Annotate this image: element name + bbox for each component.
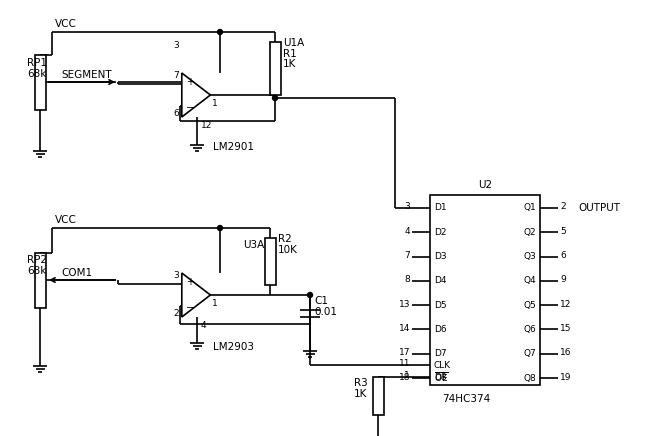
- Text: D6: D6: [434, 325, 446, 334]
- Text: R2: R2: [278, 234, 292, 244]
- Circle shape: [273, 95, 278, 101]
- Text: COM1: COM1: [61, 268, 92, 278]
- Text: −: −: [186, 303, 194, 313]
- Text: C1: C1: [314, 296, 328, 306]
- Text: 4: 4: [201, 320, 207, 330]
- Text: 1: 1: [213, 99, 218, 108]
- Text: R3: R3: [354, 378, 368, 388]
- Text: D7: D7: [434, 349, 446, 358]
- Text: Q2: Q2: [523, 228, 536, 237]
- Text: 2: 2: [560, 202, 566, 211]
- Text: RP1: RP1: [27, 58, 47, 68]
- Text: 16: 16: [560, 348, 572, 357]
- Text: 3: 3: [404, 202, 410, 211]
- Text: 17: 17: [399, 348, 410, 357]
- Text: CLK: CLK: [434, 361, 451, 369]
- Text: Q4: Q4: [523, 276, 536, 285]
- Text: Q6: Q6: [523, 325, 536, 334]
- Circle shape: [307, 293, 313, 297]
- Text: 10K: 10K: [278, 245, 298, 255]
- Text: 5: 5: [560, 227, 566, 236]
- Bar: [34, 55, 45, 110]
- Text: Q7: Q7: [523, 349, 536, 358]
- Text: 9: 9: [560, 276, 566, 284]
- Text: U1A: U1A: [283, 38, 304, 48]
- Text: D8: D8: [434, 374, 446, 382]
- Bar: [430, 195, 540, 385]
- Text: VCC: VCC: [55, 215, 77, 225]
- Text: 4: 4: [404, 227, 410, 236]
- Bar: [269, 42, 280, 95]
- Text: 8: 8: [404, 276, 410, 284]
- Text: 7: 7: [173, 71, 179, 79]
- Text: 2: 2: [173, 309, 179, 317]
- Text: 1: 1: [404, 371, 410, 381]
- Text: Q8: Q8: [523, 374, 536, 382]
- Text: 6: 6: [560, 251, 566, 260]
- Text: Q1: Q1: [523, 204, 536, 212]
- Text: Q5: Q5: [523, 301, 536, 310]
- Text: 13: 13: [399, 300, 410, 309]
- Text: R1: R1: [283, 49, 297, 59]
- Text: 12: 12: [201, 120, 213, 129]
- Bar: [373, 377, 384, 415]
- Text: +: +: [186, 277, 194, 287]
- Text: D4: D4: [434, 276, 446, 285]
- Bar: [264, 238, 275, 285]
- Text: +: +: [186, 77, 194, 87]
- Text: 6: 6: [173, 109, 179, 117]
- Text: 3: 3: [173, 270, 179, 279]
- Text: 1K: 1K: [283, 59, 297, 69]
- Text: 3: 3: [173, 41, 179, 51]
- Text: 68k: 68k: [27, 69, 47, 79]
- Text: OUTPUT: OUTPUT: [578, 203, 620, 213]
- Text: 7: 7: [404, 251, 410, 260]
- Text: 1: 1: [213, 299, 218, 307]
- Text: −: −: [186, 103, 194, 113]
- Text: $\overline{\rm OE}$: $\overline{\rm OE}$: [434, 370, 449, 384]
- Text: D1: D1: [434, 204, 446, 212]
- Text: D5: D5: [434, 301, 446, 310]
- Text: VCC: VCC: [55, 19, 77, 29]
- Text: 18: 18: [399, 372, 410, 382]
- Circle shape: [218, 225, 222, 231]
- Text: SEGMENT: SEGMENT: [61, 70, 112, 80]
- Text: LM2903: LM2903: [213, 342, 254, 352]
- Text: 0.01: 0.01: [314, 307, 337, 317]
- Text: 14: 14: [399, 324, 410, 333]
- Circle shape: [218, 30, 222, 34]
- Text: 19: 19: [560, 372, 572, 382]
- Text: 11: 11: [399, 360, 410, 368]
- Text: D3: D3: [434, 252, 446, 261]
- Text: RP2: RP2: [27, 255, 47, 265]
- Text: 1K: 1K: [354, 389, 368, 399]
- Text: D2: D2: [434, 228, 446, 237]
- Text: U3A: U3A: [243, 240, 264, 250]
- Text: LM2901: LM2901: [213, 142, 254, 152]
- Text: 74HC374: 74HC374: [442, 394, 490, 404]
- Text: 15: 15: [560, 324, 572, 333]
- Text: 12: 12: [560, 300, 571, 309]
- Text: Q3: Q3: [523, 252, 536, 261]
- Text: U2: U2: [478, 180, 492, 190]
- Text: 68k: 68k: [27, 266, 47, 276]
- Bar: [34, 253, 45, 308]
